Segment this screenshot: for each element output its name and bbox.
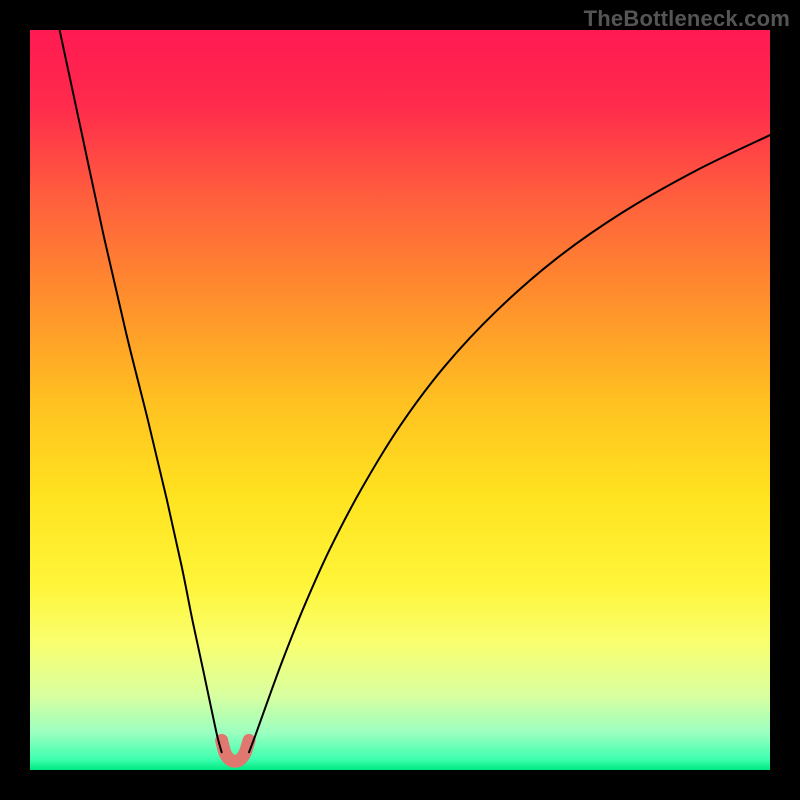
watermark-text: TheBottleneck.com xyxy=(584,6,790,32)
chart-svg xyxy=(30,30,770,770)
gradient-background xyxy=(30,30,770,770)
plot-area xyxy=(30,30,770,770)
chart-frame: TheBottleneck.com xyxy=(0,0,800,800)
